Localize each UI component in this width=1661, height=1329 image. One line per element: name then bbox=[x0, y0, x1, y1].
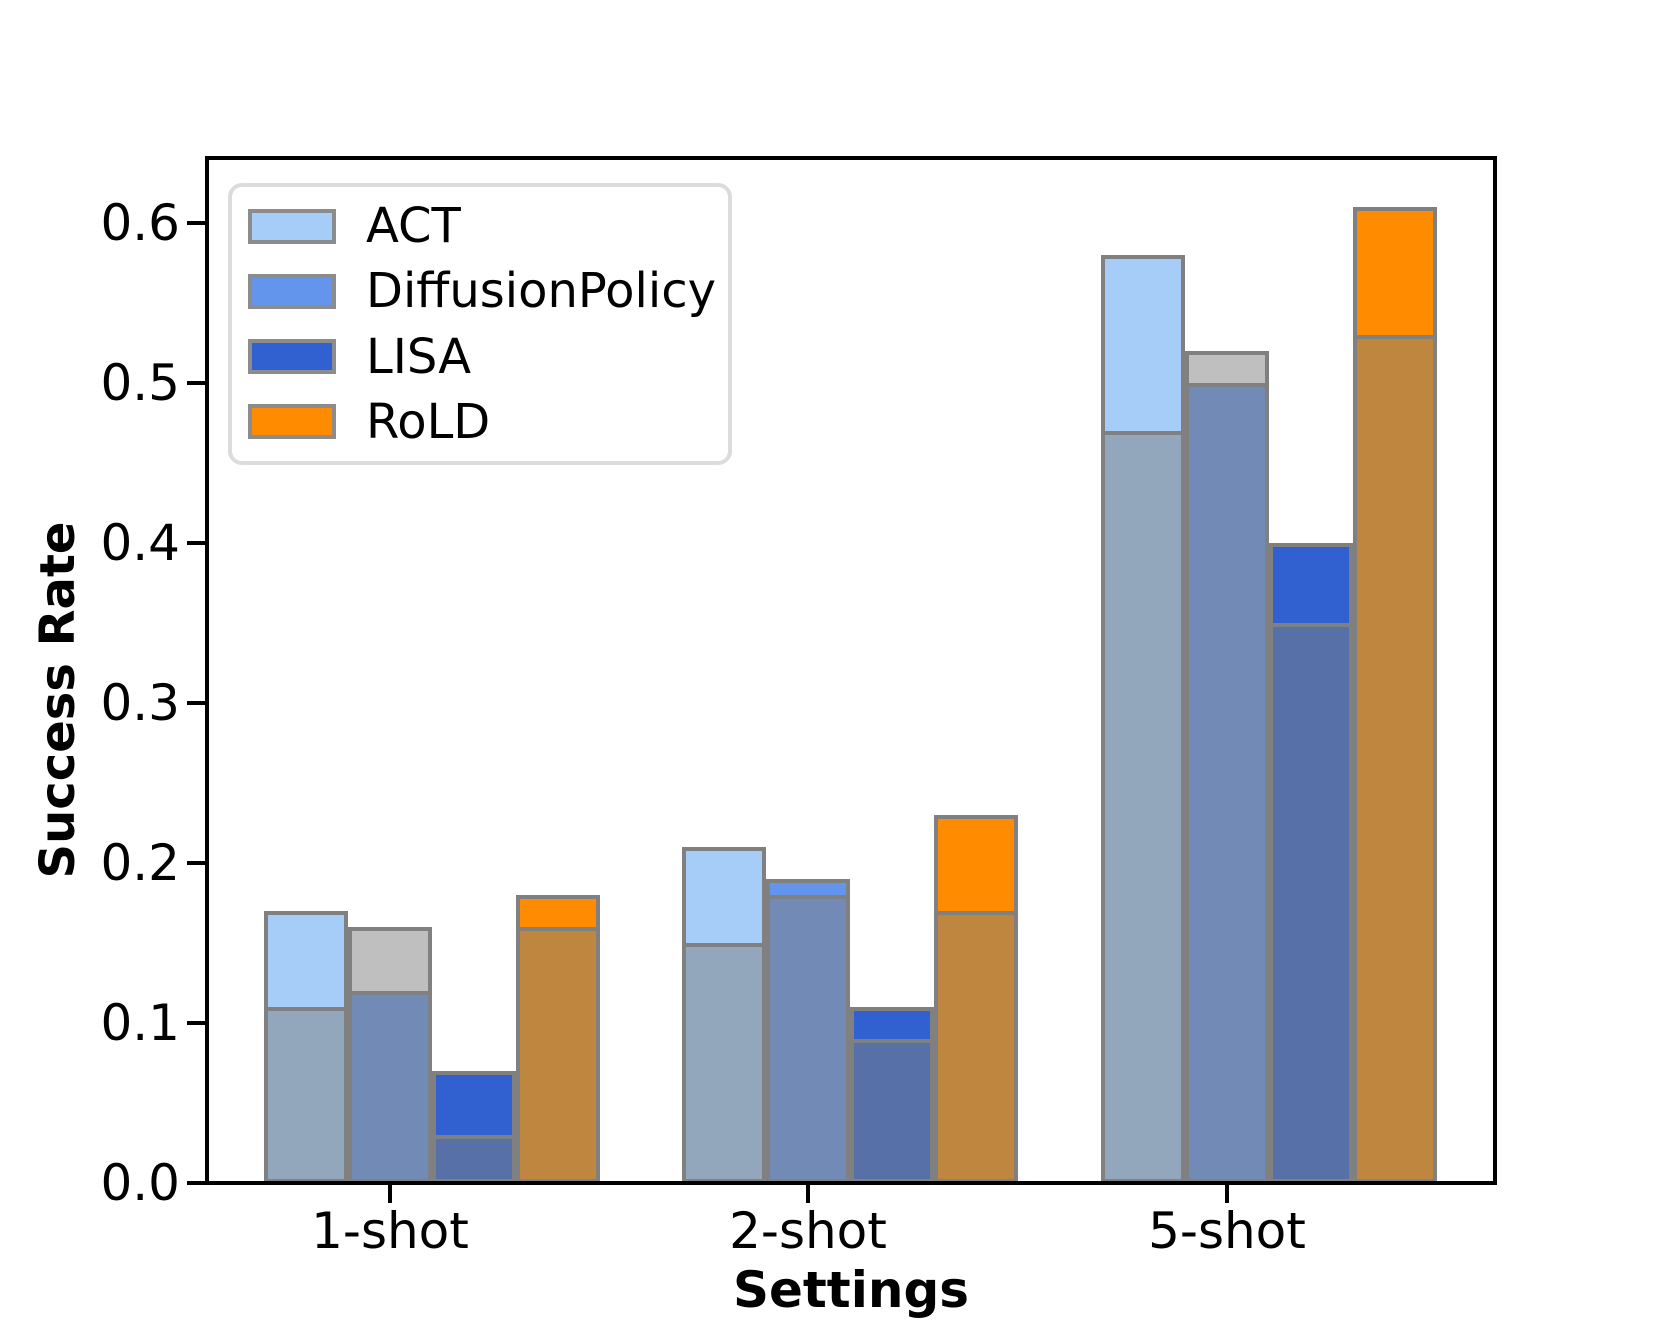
y-tick-mark-0.4 bbox=[187, 541, 205, 545]
overlay-bar-RoLD-2-shot bbox=[934, 911, 1018, 1183]
overlay-bar-DiffusionPolicy-1-shot bbox=[348, 927, 432, 1183]
overlay-bar-RoLD-5-shot bbox=[1353, 335, 1437, 1183]
x-tick-label-2-shot: 2-shot bbox=[729, 1202, 887, 1260]
legend-swatch-LISA bbox=[248, 339, 336, 375]
y-tick-label-0.0: 0.0 bbox=[100, 1154, 180, 1212]
x-tick-mark-1-shot bbox=[388, 1185, 392, 1203]
legend-swatch-DiffusionPolicy bbox=[248, 273, 336, 309]
legend-item-DiffusionPolicy: DiffusionPolicy bbox=[248, 261, 728, 321]
overlay-bar-ACT-1-shot bbox=[264, 1007, 348, 1183]
plot-frame bbox=[205, 156, 1497, 1185]
y-tick-mark-0.3 bbox=[187, 701, 205, 705]
y-tick-mark-0.0 bbox=[187, 1181, 205, 1185]
overlay-bar-DiffusionPolicy-5-shot bbox=[1185, 351, 1269, 1183]
x-tick-label-5-shot: 5-shot bbox=[1148, 1202, 1306, 1260]
overlay-bar-ACT-2-shot bbox=[682, 943, 766, 1183]
legend-label-DiffusionPolicy: DiffusionPolicy bbox=[366, 263, 716, 320]
y-tick-mark-0.5 bbox=[187, 381, 205, 385]
y-tick-label-0.4: 0.4 bbox=[100, 514, 180, 572]
y-tick-mark-0.6 bbox=[187, 221, 205, 225]
y-tick-label-0.2: 0.2 bbox=[100, 834, 180, 892]
x-tick-mark-5-shot bbox=[1225, 1185, 1229, 1203]
y-tick-mark-0.1 bbox=[187, 1021, 205, 1025]
x-tick-label-1-shot: 1-shot bbox=[311, 1202, 469, 1260]
y-tick-label-0.6: 0.6 bbox=[100, 194, 180, 252]
legend-label-RoLD: RoLD bbox=[366, 393, 491, 450]
y-tick-label-0.5: 0.5 bbox=[100, 354, 180, 412]
legend-item-ACT: ACT bbox=[248, 196, 728, 256]
legend-item-LISA: LISA bbox=[248, 327, 728, 387]
y-tick-label-0.1: 0.1 bbox=[100, 994, 180, 1052]
x-tick-mark-2-shot bbox=[806, 1185, 810, 1203]
y-axis-label: Success Rate bbox=[30, 521, 86, 879]
legend-item-RoLD: RoLD bbox=[248, 392, 728, 452]
legend-swatch-RoLD bbox=[248, 404, 336, 440]
overlay-bar-RoLD-1-shot bbox=[516, 927, 600, 1183]
legend-label-LISA: LISA bbox=[366, 328, 472, 385]
y-tick-label-0.3: 0.3 bbox=[100, 674, 180, 732]
x-axis-label: Settings bbox=[732, 1261, 969, 1319]
y-tick-mark-0.2 bbox=[187, 861, 205, 865]
legend: ACT DiffusionPolicy LISA RoLD bbox=[228, 183, 732, 465]
overlay-bar-ACT-5-shot bbox=[1101, 431, 1185, 1183]
legend-swatch-ACT bbox=[248, 208, 336, 244]
legend-label-ACT: ACT bbox=[366, 198, 461, 255]
overlay-bar-DiffusionPolicy-2-shot bbox=[766, 895, 850, 1183]
